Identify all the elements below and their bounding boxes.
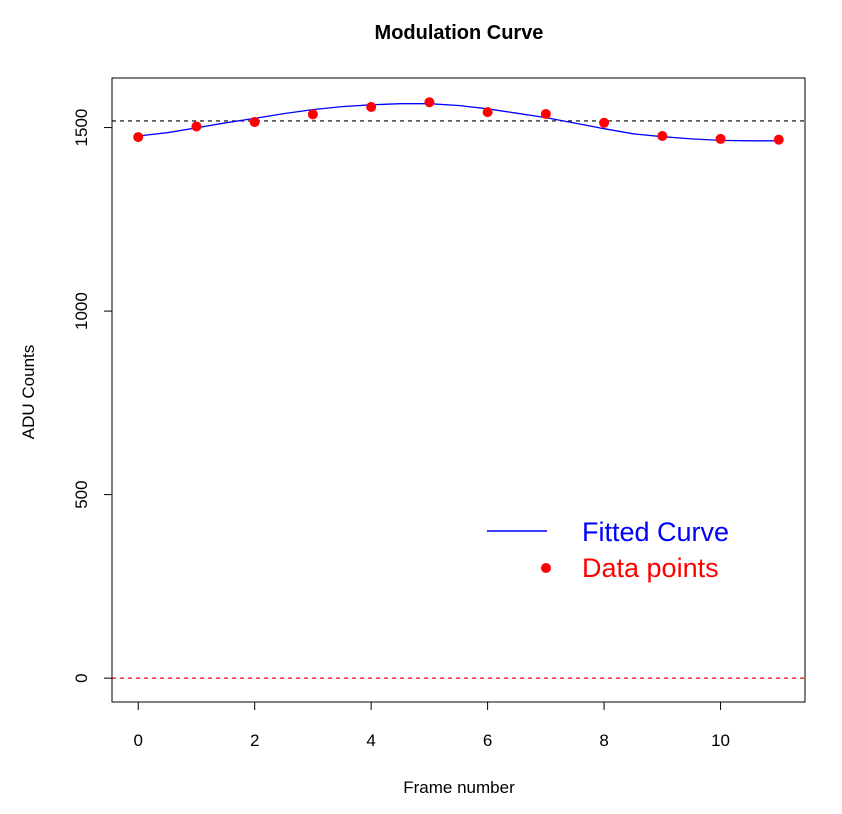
x-tick-label: 8 [599, 731, 608, 750]
data-point [424, 97, 435, 108]
data-point [249, 117, 260, 128]
y-axis: 0 500 1000 1500 [72, 109, 113, 683]
fitted-curve-line [138, 103, 779, 142]
data-point [657, 130, 668, 141]
x-tick-label: 4 [366, 731, 375, 750]
y-tick-label: 500 [72, 480, 91, 508]
x-tick-label: 10 [711, 731, 730, 750]
data-point [773, 134, 784, 145]
y-tick-label: 1500 [72, 109, 91, 147]
data-point [366, 101, 377, 112]
y-axis-label: ADU Counts [19, 345, 38, 439]
legend-point-swatch [541, 563, 551, 573]
x-axis-label: Frame number [403, 778, 515, 797]
data-point [191, 121, 202, 132]
x-tick-label: 6 [483, 731, 492, 750]
data-point [715, 133, 726, 144]
legend-label-data-points: Data points [582, 553, 719, 583]
data-point [482, 107, 493, 118]
data-point [540, 108, 551, 119]
x-axis: 0 2 4 6 8 10 [133, 701, 730, 750]
x-tick-label: 2 [250, 731, 259, 750]
reference-lines [112, 120, 805, 679]
data-point [599, 117, 610, 128]
legend: Fitted Curve Data points [487, 517, 729, 583]
data-point [133, 132, 144, 143]
y-tick-label: 0 [72, 673, 91, 682]
chart-title: Modulation Curve [375, 22, 544, 44]
y-tick-label: 1000 [72, 292, 91, 330]
fitted-curve-layer [138, 103, 779, 142]
data-point [307, 109, 318, 120]
data-points-layer [133, 97, 784, 145]
legend-label-fitted-curve: Fitted Curve [582, 517, 729, 547]
x-tick-label: 0 [133, 731, 142, 750]
